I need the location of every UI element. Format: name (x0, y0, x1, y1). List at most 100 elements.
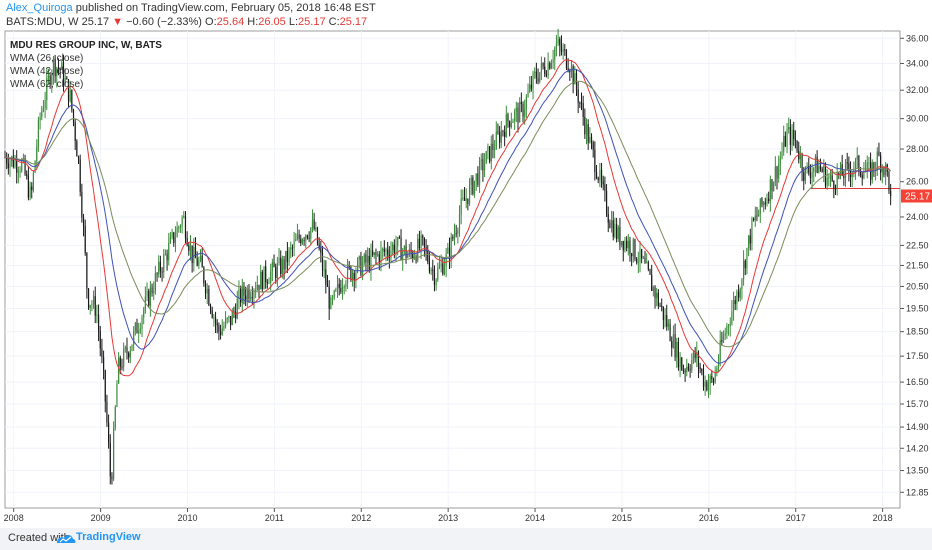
candle-body (219, 331, 222, 335)
candle-body (47, 75, 50, 78)
candle-body (457, 230, 459, 234)
candle-body (243, 286, 245, 296)
candle-body (61, 62, 63, 70)
candle-body (883, 167, 885, 176)
candle-body (203, 267, 205, 284)
candle-body (89, 305, 91, 308)
candle-body (433, 269, 436, 286)
candle-body (111, 476, 113, 480)
author-link[interactable]: Alex_Quiroga (6, 2, 73, 14)
candle-body (240, 288, 242, 303)
candle-body (691, 359, 693, 371)
candle-body (858, 155, 860, 172)
created-with-text: Created with (8, 532, 70, 544)
price-chart[interactable]: 36.00 34.00 32.00 30.00 28.00 26.00 24.00 22.50… (0, 0, 932, 528)
candle-body (360, 256, 362, 276)
candle-body (610, 220, 613, 228)
candle-body (716, 368, 718, 373)
candle-body (96, 314, 98, 316)
tradingview-brand[interactable]: TradingView (76, 531, 141, 543)
candle-body (487, 146, 489, 152)
candle-body (400, 237, 402, 261)
candle-body (295, 239, 297, 241)
candle-body (138, 330, 140, 334)
candle-body (250, 297, 252, 299)
candle-body (413, 256, 415, 259)
candle-body (717, 360, 720, 369)
candle-body (442, 263, 444, 275)
candle-body (323, 269, 325, 271)
candle-body (863, 172, 865, 179)
candle-body (482, 159, 484, 171)
candle-body (313, 219, 315, 230)
candle-body (796, 140, 798, 152)
candle-body (504, 131, 506, 137)
candle-body (604, 184, 606, 191)
candle-body (799, 154, 801, 160)
x-tick-label: 2008 (4, 513, 24, 523)
candle-body (741, 279, 743, 290)
candle-body (285, 250, 287, 270)
candle-body (499, 132, 501, 143)
candle-body (764, 202, 766, 204)
candle-body (577, 89, 579, 103)
candle-body (303, 239, 305, 241)
candle-body (128, 353, 130, 358)
candle-body (542, 62, 544, 67)
candle-body (148, 291, 150, 306)
candle-body (278, 257, 280, 264)
candle-body (382, 248, 384, 250)
candle-body (71, 89, 73, 110)
candle-body (679, 357, 681, 368)
candle-body (176, 227, 178, 237)
candle-body (468, 185, 471, 204)
candle-body (641, 249, 643, 259)
y-tick-label: 20.50 (906, 281, 929, 291)
candle-body (407, 254, 409, 258)
candle-body (878, 151, 880, 156)
candle-body (475, 173, 477, 181)
candle-body (514, 111, 516, 121)
candle-body (280, 257, 282, 275)
last-price-label: 25.17 (901, 189, 932, 203)
candle-body (235, 312, 237, 319)
candle-body (114, 406, 116, 429)
candle-body (709, 375, 711, 384)
candle-body (567, 67, 569, 71)
y-tick-label: 14.90 (906, 422, 929, 432)
candle-body (739, 289, 741, 298)
candle-body (375, 252, 377, 256)
candle-body (594, 149, 596, 173)
price-axis[interactable]: 36.00 34.00 32.00 30.00 28.00 26.00 24.00 22.50… (900, 33, 929, 497)
candle-body (595, 172, 598, 178)
candle-body (707, 383, 710, 391)
candle-body (64, 77, 66, 84)
candle-body (445, 253, 447, 267)
candle-body (76, 141, 78, 157)
candle-body (557, 39, 559, 44)
candle-body (819, 165, 822, 169)
candle-body (621, 241, 623, 246)
candle-body (113, 428, 115, 480)
candle-body (306, 235, 309, 238)
candle-body (9, 161, 11, 168)
candle-body (255, 289, 257, 291)
candle-body (340, 287, 342, 293)
candle-body (697, 352, 700, 367)
candle-body (341, 287, 344, 293)
candle-body (519, 102, 521, 123)
candle-body (517, 107, 519, 123)
candle-body (248, 288, 250, 299)
y-tick-label: 34.00 (906, 58, 929, 68)
candle-body (291, 247, 294, 249)
candle-body (569, 70, 571, 73)
candle-body (412, 252, 414, 259)
candle-body (208, 289, 210, 306)
candle-body (385, 249, 387, 252)
time-axis[interactable]: 2008 2009 2010 2011 2012 2013 2014 2015 2016 2017… (4, 508, 893, 523)
candle-body (183, 216, 185, 218)
candle-body (293, 240, 295, 248)
candle-body (851, 172, 853, 178)
candle-body (392, 244, 394, 251)
